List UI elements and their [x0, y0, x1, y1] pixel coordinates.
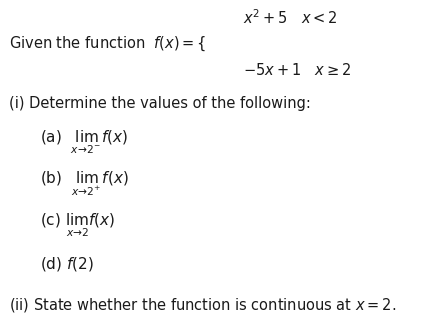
Text: (ii) State whether the function is continuous at $x = 2$.: (ii) State whether the function is conti… — [9, 296, 396, 314]
Text: $-5x + 1 \quad x \geq 2$: $-5x + 1 \quad x \geq 2$ — [243, 62, 351, 78]
Text: Given the function  $f(x) = \{$: Given the function $f(x) = \{$ — [9, 35, 206, 53]
Text: (i) Determine the values of the following:: (i) Determine the values of the followin… — [9, 96, 311, 112]
Text: (b)  $\lim_{x \to 2^+} f(x)$: (b) $\lim_{x \to 2^+} f(x)$ — [40, 170, 129, 198]
Text: (c) $\lim_{x \to 2} f(x)$: (c) $\lim_{x \to 2} f(x)$ — [40, 211, 116, 239]
Text: (d) $f(2)$: (d) $f(2)$ — [40, 255, 94, 273]
Text: $x^2 + 5 \quad x < 2$: $x^2 + 5 \quad x < 2$ — [243, 9, 338, 27]
Text: (a)  $\lim_{x \to 2^-} f(x)$: (a) $\lim_{x \to 2^-} f(x)$ — [40, 129, 128, 156]
